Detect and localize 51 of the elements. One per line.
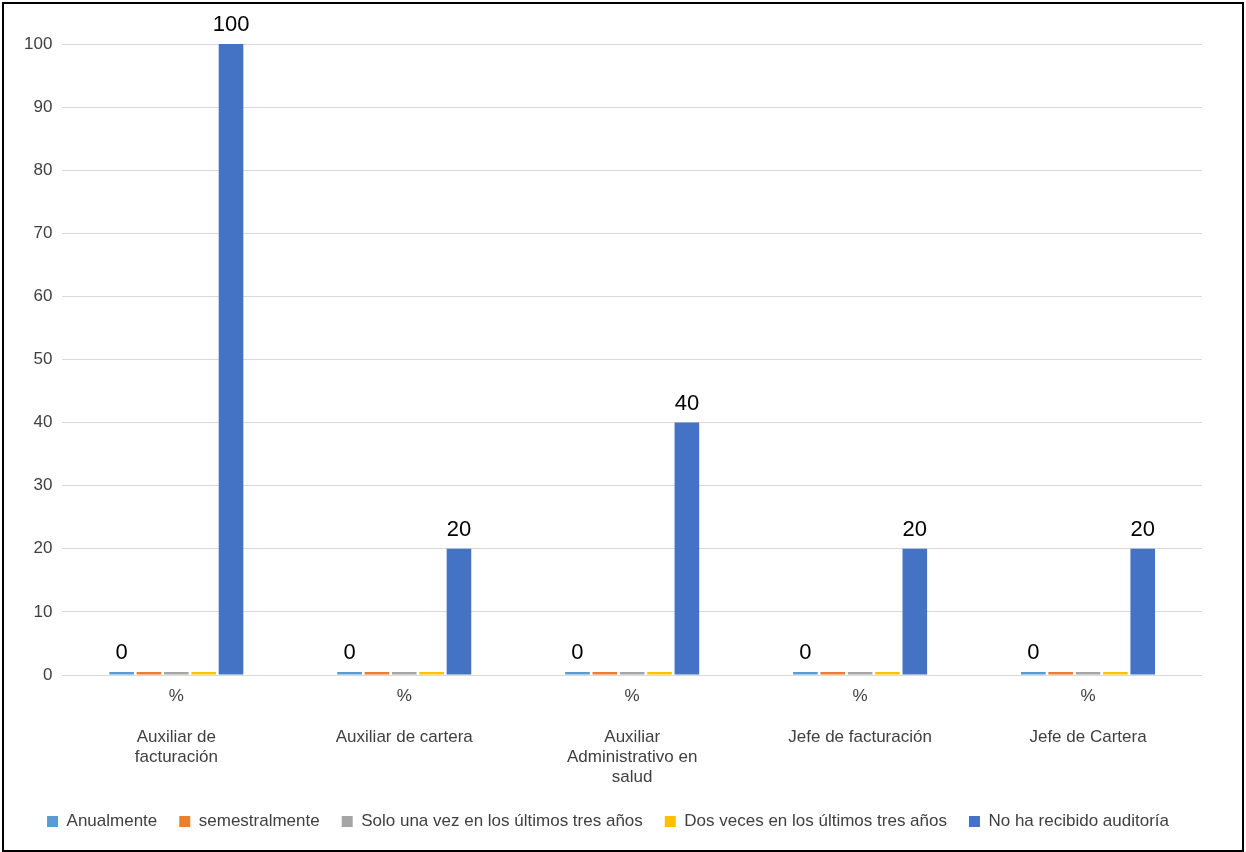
y-tick-label: 80 (33, 159, 53, 179)
y-tick-label: 40 (33, 412, 53, 432)
bar (446, 548, 472, 675)
bar (565, 672, 590, 675)
bar (364, 672, 390, 675)
bar (674, 422, 700, 675)
category-label: % Auxiliar de cartera (335, 685, 473, 746)
bar (1021, 672, 1046, 675)
y-tick-label: 30 (33, 475, 53, 495)
y-tick-label: 90 (33, 96, 53, 116)
bar (191, 672, 216, 675)
bar (218, 44, 244, 675)
bar (1048, 672, 1073, 675)
bar (820, 672, 846, 675)
data-label: 100 (212, 11, 250, 37)
y-tick-label: 70 (33, 222, 53, 242)
category-label: % Jefe de facturación (788, 685, 932, 746)
legend-label: No ha recibido auditoría (988, 811, 1170, 831)
y-tick-label: 10 (33, 601, 53, 621)
bar (1103, 672, 1128, 675)
bar (419, 672, 444, 675)
legend-label: Dos veces en los últimos tres años (684, 811, 947, 831)
data-label: 0 (571, 639, 584, 665)
y-tick-label: 100 (23, 33, 53, 53)
category-label: % Auxiliar Administrativo en salud (566, 685, 698, 787)
data-label: 20 (902, 515, 928, 541)
bar (592, 672, 618, 675)
y-tick-label: 60 (33, 286, 53, 306)
y-tick-label: 50 (33, 349, 53, 369)
legend-label: Anualmente (66, 811, 158, 831)
data-label: 0 (115, 639, 128, 665)
bar (136, 672, 162, 675)
y-tick-label: 0 (42, 664, 53, 684)
bar (109, 672, 134, 675)
category-label: % Auxiliar de facturación (134, 685, 218, 767)
data-label: 20 (1130, 515, 1155, 541)
bar (875, 672, 900, 675)
legend-label: Solo una vez en los últimos tres años (361, 811, 643, 831)
data-label: 20 (446, 515, 472, 541)
data-label: 0 (799, 639, 812, 665)
data-label: 0 (1027, 639, 1040, 665)
bar (902, 548, 928, 675)
data-label: 40 (674, 389, 700, 415)
data-label: 0 (343, 639, 356, 665)
bar (647, 672, 672, 675)
legend-label: semestralmente (198, 811, 320, 831)
bar (337, 672, 362, 675)
bar (793, 672, 818, 675)
y-tick-label: 20 (33, 538, 53, 558)
bar (1130, 548, 1156, 675)
category-label: % Jefe de Cartera (1029, 685, 1147, 746)
